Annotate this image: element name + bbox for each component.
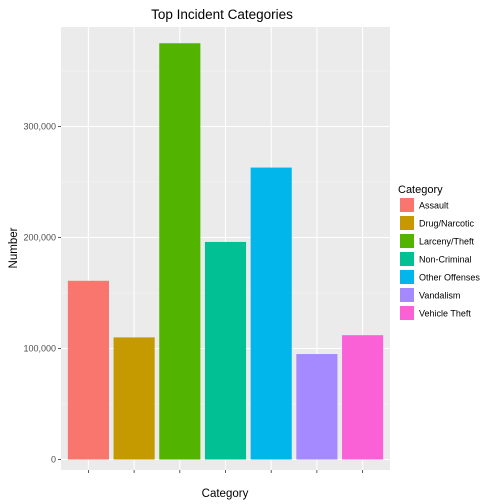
- y-tick-label: 200,000: [23, 233, 56, 243]
- y-tick-label: 0: [51, 455, 56, 465]
- legend-label: Non-Criminal: [419, 255, 472, 265]
- bar-drug-narcotic: [113, 337, 155, 460]
- legend-swatch: [400, 306, 414, 320]
- x-axis-ticks: [88, 470, 363, 473]
- legend-swatch: [400, 288, 414, 302]
- y-tick-label: 300,000: [23, 122, 56, 132]
- x-axis-title: Category: [202, 488, 249, 500]
- bars: [67, 43, 384, 460]
- y-tick-label: 100,000: [23, 344, 56, 354]
- legend-items: Assault Drug/Narcotic Larceny/Theft Non-Cri…: [400, 198, 480, 320]
- legend-swatch: [400, 234, 414, 248]
- y-axis-title: Number: [8, 227, 20, 268]
- legend-label: Vehicle Theft: [419, 309, 471, 319]
- bar-vandalism: [296, 354, 338, 460]
- legend-swatch: [400, 198, 414, 212]
- legend-label: Assault: [419, 201, 449, 211]
- legend-label: Other Offenses: [419, 273, 480, 283]
- bar-larceny-theft: [159, 43, 201, 460]
- legend-label: Vandalism: [419, 291, 460, 301]
- legend-swatch: [400, 216, 414, 230]
- legend-swatch: [400, 252, 414, 266]
- legend-swatch: [400, 270, 414, 284]
- bar-assault: [67, 280, 109, 460]
- bar-vehicle-theft: [342, 335, 384, 460]
- legend-label: Drug/Narcotic: [419, 219, 475, 229]
- y-axis-ticks: 0 100,000 200,000 300,000: [23, 122, 61, 465]
- legend-title: Category: [398, 184, 443, 196]
- bar-non-criminal: [204, 241, 247, 460]
- chart-title: Top Incident Categories: [151, 7, 293, 22]
- bar-other-offenses: [250, 167, 292, 460]
- legend-label: Larceny/Theft: [419, 237, 475, 247]
- legend: Category Assault Drug/Narcotic Larceny/The…: [398, 184, 480, 320]
